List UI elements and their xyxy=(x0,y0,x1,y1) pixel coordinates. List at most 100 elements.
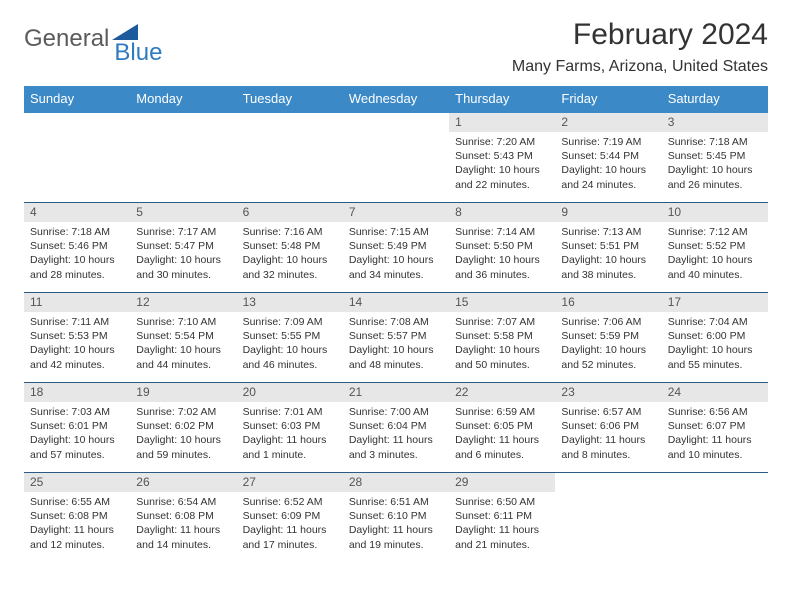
day-number: 17 xyxy=(662,293,768,312)
calendar-cell: .. xyxy=(237,113,343,203)
weekday-header: Tuesday xyxy=(237,86,343,113)
calendar-row: 4Sunrise: 7:18 AMSunset: 5:46 PMDaylight… xyxy=(24,203,768,293)
weekday-header: Monday xyxy=(130,86,236,113)
day-details: Sunrise: 7:09 AMSunset: 5:55 PMDaylight:… xyxy=(237,312,343,376)
calendar-cell: .. xyxy=(24,113,130,203)
calendar-cell: 29Sunrise: 6:50 AMSunset: 6:11 PMDayligh… xyxy=(449,473,555,563)
calendar-cell: 13Sunrise: 7:09 AMSunset: 5:55 PMDayligh… xyxy=(237,293,343,383)
day-details: Sunrise: 7:06 AMSunset: 5:59 PMDaylight:… xyxy=(555,312,661,376)
calendar-cell: 26Sunrise: 6:54 AMSunset: 6:08 PMDayligh… xyxy=(130,473,236,563)
day-number: 18 xyxy=(24,383,130,402)
day-details: Sunrise: 6:52 AMSunset: 6:09 PMDaylight:… xyxy=(237,492,343,556)
calendar-cell: 23Sunrise: 6:57 AMSunset: 6:06 PMDayligh… xyxy=(555,383,661,473)
day-number: 20 xyxy=(237,383,343,402)
calendar-cell: .. xyxy=(662,473,768,563)
day-details: Sunrise: 6:55 AMSunset: 6:08 PMDaylight:… xyxy=(24,492,130,556)
day-details: Sunrise: 7:20 AMSunset: 5:43 PMDaylight:… xyxy=(449,132,555,196)
calendar-cell: 15Sunrise: 7:07 AMSunset: 5:58 PMDayligh… xyxy=(449,293,555,383)
day-details: Sunrise: 6:54 AMSunset: 6:08 PMDaylight:… xyxy=(130,492,236,556)
day-details: Sunrise: 7:19 AMSunset: 5:44 PMDaylight:… xyxy=(555,132,661,196)
calendar-cell: .. xyxy=(130,113,236,203)
day-details: Sunrise: 7:18 AMSunset: 5:45 PMDaylight:… xyxy=(662,132,768,196)
day-number: 27 xyxy=(237,473,343,492)
day-details: Sunrise: 7:12 AMSunset: 5:52 PMDaylight:… xyxy=(662,222,768,286)
day-number: 15 xyxy=(449,293,555,312)
location-text: Many Farms, Arizona, United States xyxy=(512,58,768,76)
calendar-cell: 14Sunrise: 7:08 AMSunset: 5:57 PMDayligh… xyxy=(343,293,449,383)
day-number: 7 xyxy=(343,203,449,222)
calendar-cell: 9Sunrise: 7:13 AMSunset: 5:51 PMDaylight… xyxy=(555,203,661,293)
day-details: Sunrise: 7:07 AMSunset: 5:58 PMDaylight:… xyxy=(449,312,555,376)
calendar-cell: 1Sunrise: 7:20 AMSunset: 5:43 PMDaylight… xyxy=(449,113,555,203)
day-details: Sunrise: 7:01 AMSunset: 6:03 PMDaylight:… xyxy=(237,402,343,466)
day-details: Sunrise: 7:15 AMSunset: 5:49 PMDaylight:… xyxy=(343,222,449,286)
calendar-cell: 12Sunrise: 7:10 AMSunset: 5:54 PMDayligh… xyxy=(130,293,236,383)
day-number: 9 xyxy=(555,203,661,222)
day-number: 2 xyxy=(555,113,661,132)
day-number: 5 xyxy=(130,203,236,222)
calendar-cell: 8Sunrise: 7:14 AMSunset: 5:50 PMDaylight… xyxy=(449,203,555,293)
day-number: 29 xyxy=(449,473,555,492)
logo-word-1: General xyxy=(24,25,109,53)
day-number: 11 xyxy=(24,293,130,312)
day-number: 3 xyxy=(662,113,768,132)
calendar-cell: 3Sunrise: 7:18 AMSunset: 5:45 PMDaylight… xyxy=(662,113,768,203)
calendar-cell: .. xyxy=(343,113,449,203)
day-number: 4 xyxy=(24,203,130,222)
day-details: Sunrise: 7:03 AMSunset: 6:01 PMDaylight:… xyxy=(24,402,130,466)
calendar-cell: 25Sunrise: 6:55 AMSunset: 6:08 PMDayligh… xyxy=(24,473,130,563)
day-details: Sunrise: 7:13 AMSunset: 5:51 PMDaylight:… xyxy=(555,222,661,286)
calendar-cell: 4Sunrise: 7:18 AMSunset: 5:46 PMDaylight… xyxy=(24,203,130,293)
day-details: Sunrise: 7:04 AMSunset: 6:00 PMDaylight:… xyxy=(662,312,768,376)
day-details: Sunrise: 7:18 AMSunset: 5:46 PMDaylight:… xyxy=(24,222,130,286)
day-details: Sunrise: 7:11 AMSunset: 5:53 PMDaylight:… xyxy=(24,312,130,376)
calendar-row: 25Sunrise: 6:55 AMSunset: 6:08 PMDayligh… xyxy=(24,473,768,563)
logo: General Blue xyxy=(24,18,162,53)
day-number: 28 xyxy=(343,473,449,492)
weekday-header: Saturday xyxy=(662,86,768,113)
day-number: 19 xyxy=(130,383,236,402)
calendar-cell: 22Sunrise: 6:59 AMSunset: 6:05 PMDayligh… xyxy=(449,383,555,473)
day-details: Sunrise: 6:50 AMSunset: 6:11 PMDaylight:… xyxy=(449,492,555,556)
calendar-cell: 2Sunrise: 7:19 AMSunset: 5:44 PMDaylight… xyxy=(555,113,661,203)
calendar-cell: 10Sunrise: 7:12 AMSunset: 5:52 PMDayligh… xyxy=(662,203,768,293)
calendar-cell: 17Sunrise: 7:04 AMSunset: 6:00 PMDayligh… xyxy=(662,293,768,383)
calendar-row: 18Sunrise: 7:03 AMSunset: 6:01 PMDayligh… xyxy=(24,383,768,473)
calendar-cell: 24Sunrise: 6:56 AMSunset: 6:07 PMDayligh… xyxy=(662,383,768,473)
calendar-cell: 21Sunrise: 7:00 AMSunset: 6:04 PMDayligh… xyxy=(343,383,449,473)
logo-word-2: Blue xyxy=(114,39,162,67)
calendar-cell: 5Sunrise: 7:17 AMSunset: 5:47 PMDaylight… xyxy=(130,203,236,293)
day-number: 25 xyxy=(24,473,130,492)
month-title: February 2024 xyxy=(512,18,768,52)
calendar-cell: 27Sunrise: 6:52 AMSunset: 6:09 PMDayligh… xyxy=(237,473,343,563)
day-number: 23 xyxy=(555,383,661,402)
header: General Blue February 2024 Many Farms, A… xyxy=(24,18,768,76)
calendar-cell: .. xyxy=(555,473,661,563)
day-details: Sunrise: 6:56 AMSunset: 6:07 PMDaylight:… xyxy=(662,402,768,466)
day-details: Sunrise: 6:51 AMSunset: 6:10 PMDaylight:… xyxy=(343,492,449,556)
weekday-header-row: SundayMondayTuesdayWednesdayThursdayFrid… xyxy=(24,86,768,113)
calendar-cell: 20Sunrise: 7:01 AMSunset: 6:03 PMDayligh… xyxy=(237,383,343,473)
calendar-row: 11Sunrise: 7:11 AMSunset: 5:53 PMDayligh… xyxy=(24,293,768,383)
day-number: 13 xyxy=(237,293,343,312)
calendar-cell: 6Sunrise: 7:16 AMSunset: 5:48 PMDaylight… xyxy=(237,203,343,293)
day-number: 1 xyxy=(449,113,555,132)
weekday-header: Wednesday xyxy=(343,86,449,113)
weekday-header: Sunday xyxy=(24,86,130,113)
calendar-cell: 7Sunrise: 7:15 AMSunset: 5:49 PMDaylight… xyxy=(343,203,449,293)
day-details: Sunrise: 6:59 AMSunset: 6:05 PMDaylight:… xyxy=(449,402,555,466)
day-number: 6 xyxy=(237,203,343,222)
calendar-cell: 18Sunrise: 7:03 AMSunset: 6:01 PMDayligh… xyxy=(24,383,130,473)
weekday-header: Friday xyxy=(555,86,661,113)
calendar-cell: 19Sunrise: 7:02 AMSunset: 6:02 PMDayligh… xyxy=(130,383,236,473)
day-number: 14 xyxy=(343,293,449,312)
header-right: February 2024 Many Farms, Arizona, Unite… xyxy=(512,18,768,76)
day-number: 26 xyxy=(130,473,236,492)
day-details: Sunrise: 7:00 AMSunset: 6:04 PMDaylight:… xyxy=(343,402,449,466)
day-number: 10 xyxy=(662,203,768,222)
day-details: Sunrise: 6:57 AMSunset: 6:06 PMDaylight:… xyxy=(555,402,661,466)
day-details: Sunrise: 7:02 AMSunset: 6:02 PMDaylight:… xyxy=(130,402,236,466)
day-details: Sunrise: 7:10 AMSunset: 5:54 PMDaylight:… xyxy=(130,312,236,376)
day-details: Sunrise: 7:14 AMSunset: 5:50 PMDaylight:… xyxy=(449,222,555,286)
day-number: 22 xyxy=(449,383,555,402)
